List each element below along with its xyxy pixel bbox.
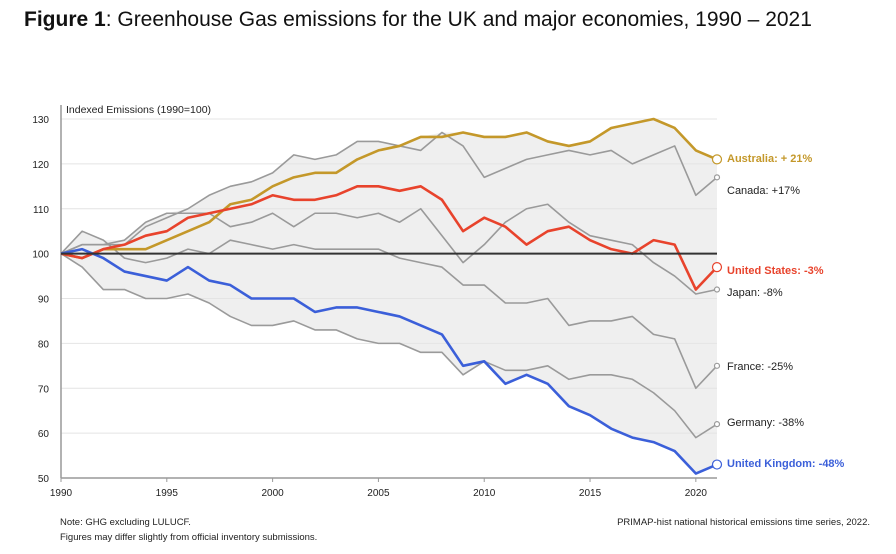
range-envelope	[61, 119, 717, 474]
figure-title-text: : Greenhouse Gas emissions for the UK an…	[105, 8, 812, 31]
y-tick-label: 100	[32, 250, 49, 261]
series-label-united-kingdom: United Kingdom: -48%	[727, 458, 845, 470]
y-tick-label: 70	[38, 384, 50, 395]
y-tick-label: 60	[38, 429, 50, 440]
end-marker-united-states	[711, 261, 723, 273]
x-tick-label: 1995	[156, 488, 179, 499]
end-marker-france	[713, 362, 721, 369]
end-marker-australia	[711, 154, 723, 165]
y-tick-label: 90	[38, 295, 50, 306]
figure-number: Figure 1	[24, 8, 106, 31]
series-line-japan	[60, 203, 718, 295]
x-tick-label: 2015	[579, 488, 602, 499]
series-label-france: France: -25%	[727, 361, 793, 373]
note-line-1: Note: GHG excluding LULUCF.	[60, 517, 191, 528]
series-label-united-states: United States: -3%	[727, 265, 824, 277]
y-axis-title: Indexed Emissions (1990=100)	[66, 104, 211, 116]
y-tick-label: 50	[38, 474, 50, 485]
series-label-japan: Japan: -8%	[727, 287, 783, 299]
y-tick-label: 80	[38, 339, 50, 350]
y-tick-label: 120	[32, 160, 49, 171]
series-line-canada	[60, 131, 718, 255]
end-marker-germany	[713, 421, 721, 428]
y-tick-label: 130	[32, 115, 49, 126]
series-line-united-states	[60, 185, 718, 291]
source-note: PRIMAP-hist national historical emission…	[617, 517, 870, 528]
end-marker-canada	[713, 174, 721, 181]
x-tick-label: 1990	[50, 488, 73, 499]
end-marker-japan	[713, 286, 721, 293]
y-tick-label: 110	[33, 205, 49, 216]
x-tick-label: 2000	[261, 488, 284, 499]
x-tick-label: 2010	[473, 488, 496, 499]
series-line-australia	[60, 117, 718, 260]
series-line-germany	[60, 252, 718, 439]
end-marker-united-kingdom	[711, 459, 723, 470]
series-line-united-kingdom	[60, 247, 718, 475]
x-tick-label: 2020	[685, 488, 708, 499]
x-tick-label: 2005	[367, 488, 390, 499]
series-label-germany: Germany: -38%	[727, 417, 804, 429]
series-label-canada: Canada: +17%	[727, 185, 800, 197]
series-label-australia: Australia: + 21%	[727, 153, 813, 165]
figure-title: Figure 1: Greenhouse Gas emissions for t…	[24, 8, 812, 32]
note-line-2: Figures may differ slightly from officia…	[60, 532, 318, 543]
